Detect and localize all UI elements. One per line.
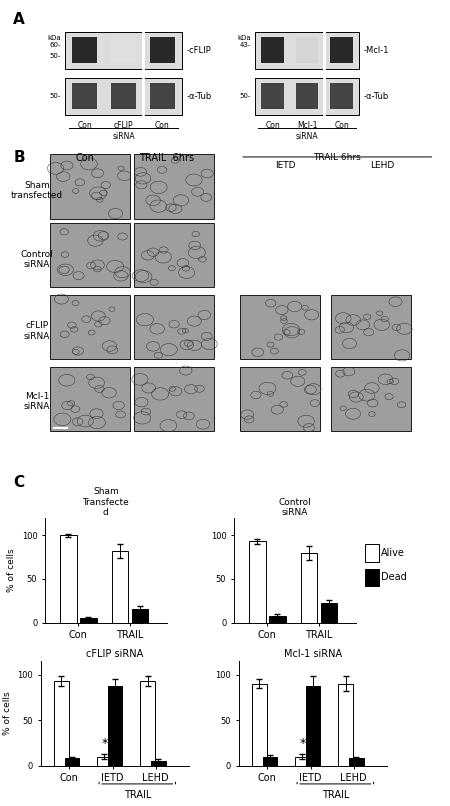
Text: 50-: 50-: [239, 93, 251, 99]
Text: 50-: 50-: [50, 52, 61, 59]
Bar: [97, 757, 112, 766]
Text: Con: Con: [75, 153, 94, 163]
Text: IETD: IETD: [275, 160, 296, 170]
Bar: [296, 37, 318, 63]
Title: Mcl-1 siRNA: Mcl-1 siRNA: [284, 649, 342, 659]
Title: Sham
Transfecte
d: Sham Transfecte d: [82, 488, 129, 517]
Text: Mcl-1
siRNA: Mcl-1 siRNA: [24, 392, 50, 411]
Bar: [306, 686, 320, 766]
Bar: [60, 535, 76, 622]
Bar: [321, 604, 338, 622]
Bar: [150, 83, 175, 109]
Title: Control
siRNA: Control siRNA: [279, 497, 311, 517]
Bar: [50, 295, 130, 359]
Text: C: C: [14, 476, 24, 490]
Bar: [330, 37, 353, 63]
Bar: [140, 681, 155, 766]
Text: kDa: kDa: [47, 35, 61, 41]
Bar: [72, 37, 97, 63]
Text: LEHD: LEHD: [370, 160, 395, 170]
Text: Dead: Dead: [381, 572, 406, 583]
Y-axis label: % of cells: % of cells: [7, 548, 16, 592]
Bar: [112, 551, 128, 622]
Bar: [111, 83, 136, 109]
Text: -Mcl-1: -Mcl-1: [363, 46, 389, 55]
Text: TRAIL: TRAIL: [322, 791, 349, 800]
Text: Sham
transfected: Sham transfected: [11, 181, 63, 200]
Text: cFLIP
siRNA: cFLIP siRNA: [24, 322, 50, 341]
Bar: [349, 758, 364, 766]
Text: -α-Tub: -α-Tub: [363, 92, 388, 101]
Bar: [72, 83, 97, 109]
Bar: [261, 83, 284, 109]
Bar: [64, 758, 79, 766]
Bar: [134, 295, 214, 359]
Bar: [108, 687, 122, 766]
Bar: [295, 757, 310, 766]
Text: Con: Con: [265, 121, 280, 131]
Bar: [134, 223, 214, 288]
Text: 60-: 60-: [50, 41, 61, 48]
Bar: [331, 295, 411, 359]
Bar: [65, 31, 182, 69]
Bar: [65, 77, 182, 114]
Bar: [269, 616, 286, 622]
Text: A: A: [14, 12, 25, 27]
Text: siRNA: siRNA: [296, 132, 319, 142]
Text: TRAIL 6hrs: TRAIL 6hrs: [314, 153, 361, 162]
Bar: [50, 367, 130, 431]
Bar: [249, 542, 266, 622]
Bar: [50, 155, 130, 218]
Bar: [255, 77, 359, 114]
Text: Con: Con: [77, 121, 92, 131]
Title: cFLIP siRNA: cFLIP siRNA: [86, 649, 144, 659]
Text: TRAIL: TRAIL: [124, 791, 151, 800]
Text: *: *: [299, 737, 306, 750]
Text: *: *: [101, 737, 108, 750]
Bar: [80, 618, 97, 622]
Text: Mcl-1: Mcl-1: [297, 121, 317, 131]
Bar: [296, 83, 318, 109]
Y-axis label: % of cells: % of cells: [3, 692, 12, 735]
Text: B: B: [14, 150, 25, 164]
Bar: [252, 683, 266, 766]
Bar: [330, 83, 353, 109]
Text: Alive: Alive: [381, 548, 405, 559]
Bar: [262, 757, 277, 766]
Bar: [255, 31, 359, 69]
Bar: [111, 37, 136, 63]
Bar: [261, 37, 284, 63]
Text: 43-: 43-: [239, 41, 251, 48]
Text: -cFLIP: -cFLIP: [186, 46, 211, 55]
Text: kDa: kDa: [237, 35, 251, 41]
Text: Control
siRNA: Control siRNA: [21, 250, 54, 269]
Bar: [50, 223, 130, 288]
Text: 50-: 50-: [50, 93, 61, 99]
Text: -α-Tub: -α-Tub: [186, 92, 211, 101]
Text: cFLIP: cFLIP: [114, 121, 133, 131]
Text: Con: Con: [155, 121, 170, 131]
Text: TRAIL  6hrs: TRAIL 6hrs: [139, 153, 194, 163]
Bar: [240, 367, 320, 431]
Bar: [134, 367, 214, 431]
Bar: [132, 609, 148, 622]
Bar: [151, 761, 166, 766]
Bar: [150, 37, 175, 63]
Text: Con: Con: [334, 121, 349, 131]
Bar: [54, 681, 68, 766]
Bar: [338, 683, 353, 766]
Bar: [301, 553, 317, 622]
Bar: [331, 367, 411, 431]
Text: siRNA: siRNA: [112, 132, 135, 142]
Bar: [134, 155, 214, 218]
Bar: [240, 295, 320, 359]
